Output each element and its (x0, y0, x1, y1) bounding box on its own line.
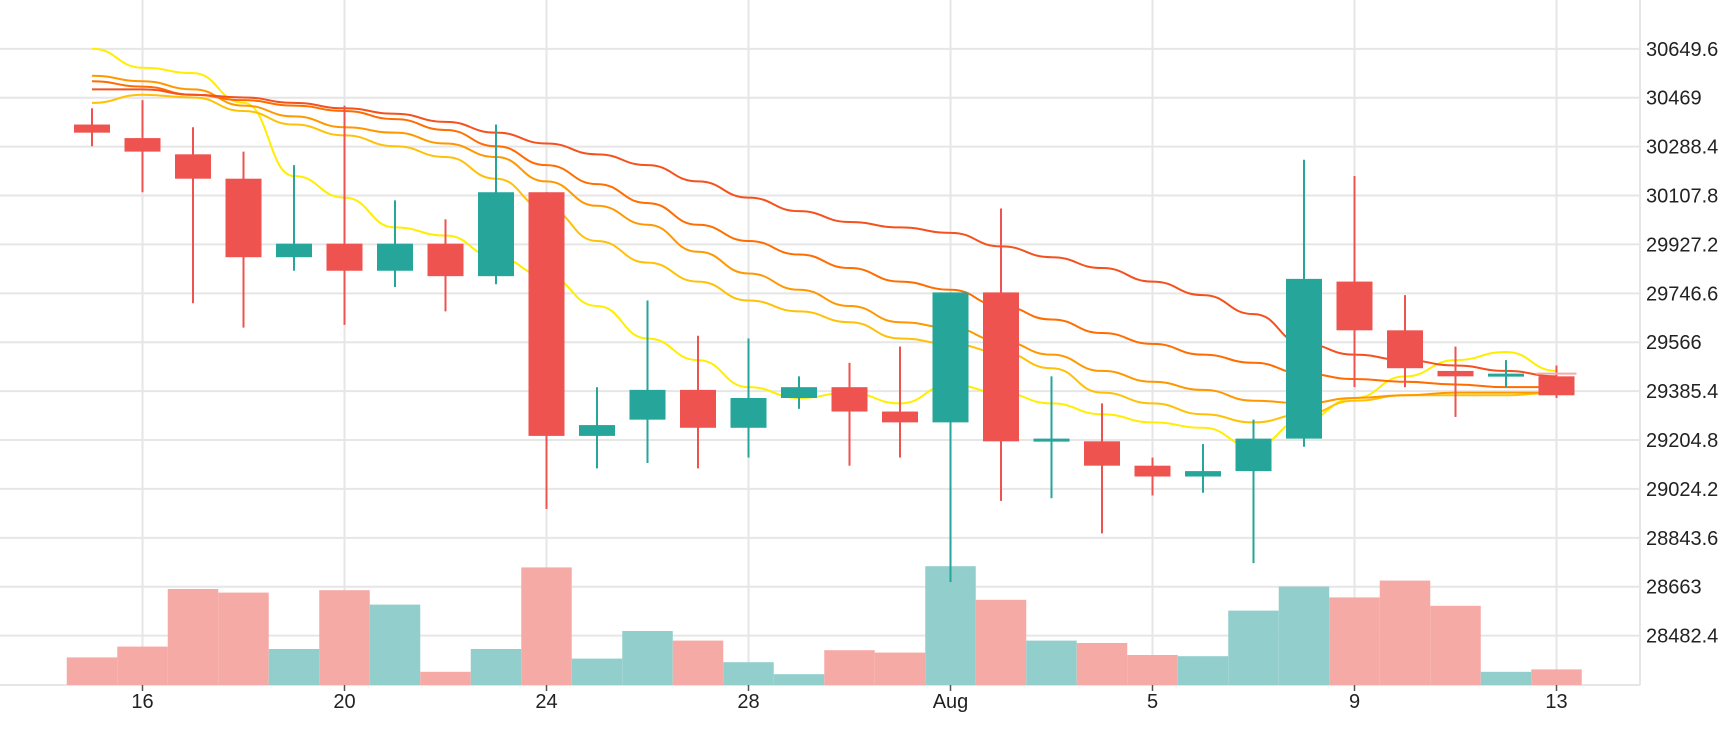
y-tick-label: 29566 (1646, 332, 1702, 354)
candle-up (932, 292, 969, 423)
volume-bar (571, 658, 623, 685)
candle-down (1336, 281, 1373, 331)
candle-down (225, 178, 262, 258)
candle-up (1185, 471, 1221, 477)
volume-bar (1278, 586, 1330, 685)
volume-bar (773, 674, 825, 685)
volume-bar (521, 567, 572, 685)
volume-bar (874, 652, 926, 685)
candle-down (1084, 441, 1120, 466)
y-tick-label: 29024.2 (1646, 479, 1718, 501)
volume-bar (824, 650, 875, 685)
candle-layer (74, 100, 1577, 583)
volume-bar (925, 566, 976, 685)
y-tick-label: 28843.6 (1646, 528, 1718, 550)
y-tick-label: 29385.4 (1646, 381, 1718, 403)
candle-up (478, 192, 514, 277)
volume-bar (1127, 655, 1178, 685)
candle-up (276, 243, 312, 258)
volume-bar (1026, 640, 1077, 685)
candle-down (882, 411, 918, 423)
volume-bar (672, 640, 724, 685)
volume-bar (319, 590, 370, 685)
x-tick-label: 28 (737, 691, 759, 713)
x-tick-label: 9 (1349, 691, 1360, 713)
volume-bar (268, 649, 320, 685)
volume-bar (167, 589, 219, 685)
moving-average-line (91, 93, 1557, 424)
volume-bar (1329, 597, 1380, 685)
volume-layer (66, 566, 1582, 685)
y-tick-label: 28663 (1646, 577, 1702, 599)
candle-up (629, 389, 666, 420)
volume-bar (1076, 643, 1128, 685)
volume-bar (1480, 671, 1532, 685)
candle-up (377, 243, 413, 271)
candle-down (1387, 330, 1423, 369)
volume-bar (975, 599, 1027, 685)
candle-up (1235, 438, 1272, 472)
volume-bar (1177, 656, 1229, 685)
candle-down (1538, 376, 1575, 396)
candle-down (680, 389, 716, 428)
volume-bar (1430, 605, 1481, 685)
y-tick-label: 30469 (1646, 88, 1702, 110)
x-tick-label: 24 (535, 691, 557, 713)
volume-bar (66, 657, 118, 685)
y-tick-label: 29927.2 (1646, 234, 1718, 256)
volume-bar (369, 604, 421, 685)
volume-bar (1379, 580, 1431, 685)
y-tick-label: 30288.4 (1646, 137, 1718, 159)
x-tick-label: Aug (933, 691, 969, 713)
x-tick-label: 16 (131, 691, 153, 713)
axis-layer: 30649.6 30469 30288.4 30107.8 29927.2 29746.6… (131, 39, 1718, 713)
candle-down (1134, 465, 1171, 477)
candle-up (579, 425, 615, 436)
y-tick-label: 30107.8 (1646, 186, 1718, 208)
candle-down (831, 387, 868, 412)
volume-bar (117, 646, 168, 685)
candle-down (175, 154, 211, 179)
volume-bar (218, 592, 269, 685)
x-tick-label: 5 (1147, 691, 1158, 713)
y-tick-label: 28482.4 (1646, 626, 1718, 648)
y-tick-label: 29204.8 (1646, 430, 1718, 452)
candle-down (983, 292, 1019, 442)
x-tick-label: 20 (333, 691, 355, 713)
candle-down (528, 192, 565, 436)
moving-average-line (91, 74, 1557, 405)
x-tick-label: 13 (1545, 691, 1567, 713)
candle-down (427, 243, 464, 277)
candle-up (730, 398, 767, 428)
candle-up (1488, 373, 1524, 377)
candle-up (781, 387, 817, 399)
candle-down (74, 124, 110, 133)
volume-bar (420, 671, 471, 685)
volume-bar (723, 662, 774, 685)
y-tick-label: 29746.6 (1646, 283, 1718, 305)
candle-down (1437, 370, 1474, 377)
volume-bar (470, 649, 522, 685)
candle-down (124, 138, 161, 152)
candle-up (1033, 438, 1070, 442)
y-tick-label: 30649.6 (1646, 39, 1718, 61)
candle-down (326, 243, 363, 271)
candle-up (1286, 278, 1322, 439)
volume-bar (1531, 669, 1582, 685)
volume-bar (1228, 610, 1279, 685)
moving-average-line (91, 88, 1557, 378)
volume-bar (622, 631, 673, 685)
